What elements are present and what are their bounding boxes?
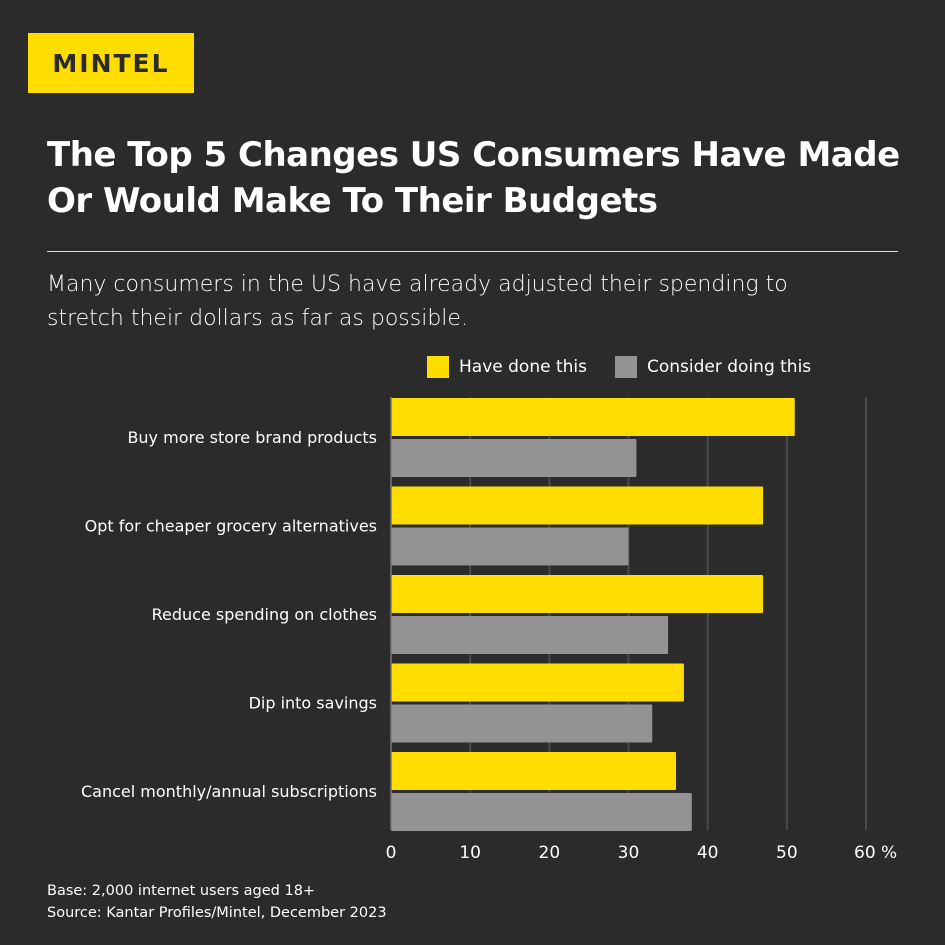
bar-consider [391,439,637,477]
bar-consider [391,793,692,831]
bar-have-done [391,752,676,790]
x-tick-label: 20 [539,843,561,863]
legend-swatch [427,356,449,378]
x-tick-label: 60 % [854,843,897,863]
bar-consider [391,704,653,743]
mintel-logo: MINTEL [28,33,194,93]
legend-item-have-done: Have done this [427,356,587,378]
x-tick-label: 0 [386,843,397,863]
bar-consider [391,616,669,654]
x-tick-label: 30 [618,843,640,863]
divider [47,251,898,252]
legend: Have done this Consider doing this [427,356,839,378]
subtitle-line-2: stretch their dollars as far as possible… [47,306,468,331]
footer: Base: 2,000 internet users aged 18+ Sour… [47,880,387,924]
bar-consider [391,527,629,566]
legend-swatch [614,356,637,378]
category-label: Dip into savings [249,694,377,713]
bar-have-done [391,663,684,702]
legend-label: Consider doing this [646,357,812,377]
bar-have-done [391,575,764,613]
category-label: Reduce spending on clothes [152,605,377,624]
footer-base: Base: 2,000 internet users aged 18+ [47,883,316,899]
legend-label: Have done this [459,357,587,377]
category-label: Buy more store brand products [127,428,377,447]
page-title: The Top 5 Changes US Consumers Have Made… [47,132,917,224]
category-label: Opt for cheaper grocery alternatives [85,517,377,536]
x-tick-label: 40 [697,843,719,863]
title-line-1: The Top 5 Changes US Consumers Have Made [47,135,900,175]
x-tick-label: 10 [459,843,481,863]
subtitle: Many consumers in the US have already ad… [47,268,907,336]
legend-item-consider: Consider doing this [614,356,812,378]
x-tick-label: 50 [776,843,798,863]
category-label: Cancel monthly/annual subscriptions [81,782,377,801]
title-line-2: Or Would Make To Their Budgets [47,181,658,221]
bar-have-done [391,486,764,525]
footer-source: Source: Kantar Profiles/Mintel, December… [47,905,387,921]
bar-have-done [391,398,795,436]
subtitle-line-1: Many consumers in the US have already ad… [47,272,788,297]
